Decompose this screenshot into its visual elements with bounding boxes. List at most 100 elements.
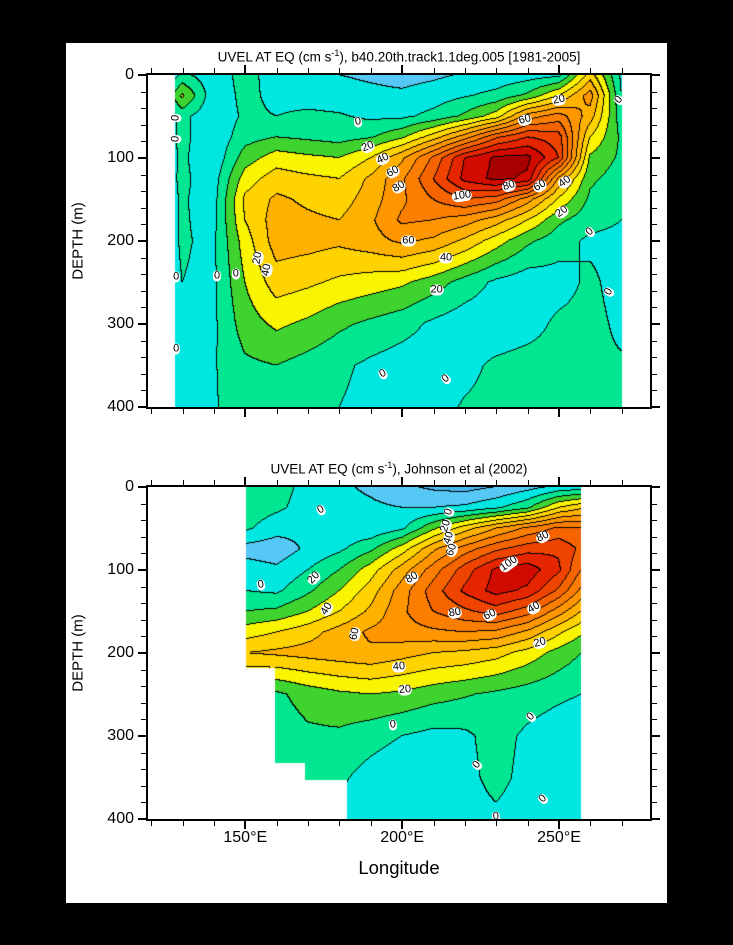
tick-mark [652,718,657,720]
panel-observations-title-superscript: -1 [384,460,393,470]
tick-mark [652,174,657,176]
tick-mark [433,68,435,73]
tick-mark [213,68,215,73]
tick-mark [401,409,403,417]
tick-mark [307,409,309,414]
depth-tick-label: 400 [107,810,134,827]
tick-mark [652,602,657,604]
longitude-tick-label: 200°E [380,829,425,846]
contour-label: 0 [231,267,240,280]
tick-mark [652,373,657,375]
tick-mark [464,68,466,73]
longitude-tick-label: 150°E [223,829,268,846]
tick-mark [652,91,657,93]
tick-mark [589,480,591,485]
tick-mark [527,480,529,485]
tick-mark [495,409,497,414]
contour-label: 0 [169,113,183,123]
tick-mark [276,68,278,73]
tick-mark [652,306,657,308]
tick-mark [652,801,657,803]
panel-observations-title-suffix: ), Johnson et al (2002) [392,461,528,477]
tick-mark [495,68,497,73]
tick-mark [370,821,372,826]
tick-mark [652,190,657,192]
tick-mark [433,821,435,826]
tick-mark [652,652,660,654]
tick-mark [652,107,657,109]
tick-mark [138,486,146,488]
panel-model-title: UVEL AT EQ (cm s-1), b40.20th.track1.1de… [148,48,650,65]
tick-mark [338,409,340,414]
tick-mark [213,480,215,485]
tick-mark [652,735,660,737]
tick-mark [652,536,657,538]
tick-mark [527,409,529,414]
tick-mark [141,619,146,621]
tick-mark [338,480,340,485]
tick-mark [652,140,657,142]
tick-mark [652,669,657,671]
tick-mark [138,240,146,242]
tick-mark [464,409,466,414]
tick-mark [138,157,146,159]
tick-mark [401,821,403,829]
tick-mark [527,68,529,73]
tick-mark [652,586,657,588]
tick-mark [652,356,657,358]
tick-mark [141,718,146,720]
tick-mark [495,821,497,826]
depth-tick-label: 300 [107,727,134,744]
tick-mark [138,323,146,325]
tick-mark [141,306,146,308]
tick-mark [213,409,215,414]
tick-mark [141,602,146,604]
depth-tick-label: 100 [107,561,134,578]
tick-mark [652,552,657,554]
tick-mark [141,190,146,192]
contour-label: 0 [172,342,181,355]
tick-mark [141,273,146,275]
tick-mark [141,635,146,637]
tick-mark [138,569,146,571]
panel-model-title-superscript: -1 [331,48,340,58]
tick-mark [141,107,146,109]
tick-mark [589,409,591,414]
tick-mark [307,480,309,485]
longitude-axis-label: Longitude [358,857,440,878]
tick-mark [244,821,246,829]
tick-mark [244,65,246,73]
tick-mark [652,685,657,687]
tick-mark [276,480,278,485]
tick-mark [141,503,146,505]
panel-model-uvel: UVEL AT EQ (cm s-1), b40.20th.track1.1de… [70,48,660,417]
tick-mark [589,821,591,826]
tick-mark [141,340,146,342]
tick-mark [464,480,466,485]
tick-mark [150,821,152,826]
depth-tick-label: 200 [107,232,134,249]
contour-plot-observations [148,487,650,819]
tick-mark [370,68,372,73]
tick-mark [141,356,146,358]
tick-mark [652,752,657,754]
tick-mark [141,752,146,754]
tick-mark [182,821,184,826]
tick-mark [141,140,146,142]
tick-mark [141,685,146,687]
tick-mark [652,207,657,209]
tick-mark [141,586,146,588]
contour-plot-model [148,75,650,407]
tick-mark [558,477,560,485]
contour-label: 60 [401,234,416,247]
panel-model-title-prefix: UVEL AT EQ (cm s [217,49,332,65]
contour-label: 40 [438,251,454,264]
tick-mark [652,406,660,408]
tick-mark [182,68,184,73]
tick-mark [307,68,309,73]
tick-mark [652,340,657,342]
tick-mark [141,174,146,176]
tick-mark [495,480,497,485]
depth-tick-label: 0 [125,478,134,495]
tick-mark [138,652,146,654]
